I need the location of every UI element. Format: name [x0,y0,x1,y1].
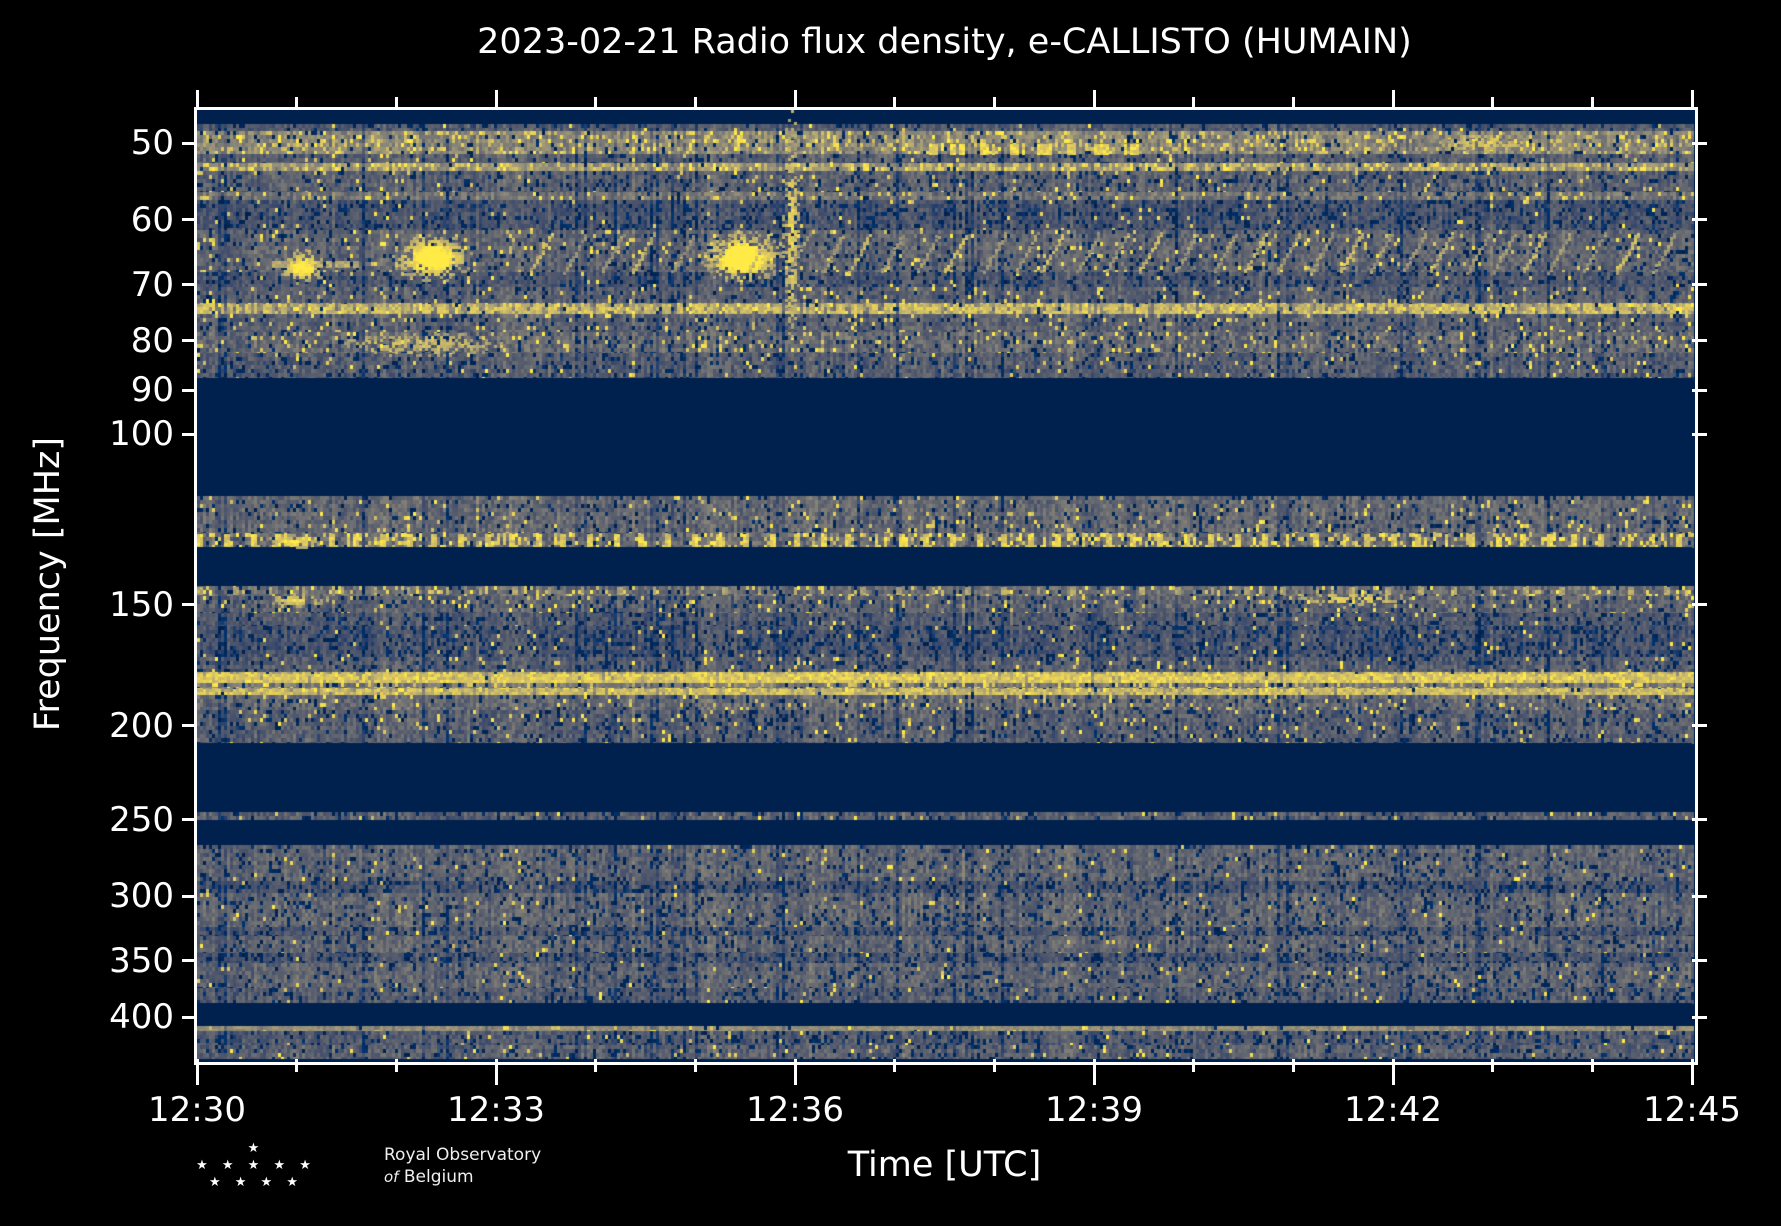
x-tick-label: 12:30 [148,1090,246,1130]
logo-text-of: of [384,1167,399,1186]
y-tick-mark-right [1692,603,1707,607]
x-tick-mark [494,1059,498,1085]
x-tick-label: 12:45 [1643,1090,1741,1130]
x-tick-mark [1092,1059,1096,1085]
y-tick-mark-right [1692,432,1707,436]
logo-text-line2: of Belgium [384,1166,541,1188]
x-minor-tick-mark [1192,1059,1196,1072]
x-minor-tick-mark [693,1059,697,1072]
x-axis-label: Time [UTC] [847,1145,1042,1185]
y-tick-label: 150 [109,584,174,625]
y-tick-label: 60 [130,199,174,240]
x-top-tick-mark [494,90,498,110]
x-minor-tick-mark [893,1059,897,1072]
y-tick-mark [182,339,197,343]
x-top-minor-tick-mark [1291,97,1295,110]
y-tick-label: 250 [109,799,174,840]
y-tick-mark [182,959,197,963]
x-top-minor-tick-mark [394,97,398,110]
x-top-minor-tick-mark [992,97,996,110]
x-minor-tick-mark [594,1059,598,1072]
x-tick-label: 12:36 [746,1090,844,1130]
y-tick-mark-right [1692,818,1707,822]
y-tick-mark-right [1692,894,1707,898]
x-top-minor-tick-mark [1192,97,1196,110]
y-tick-mark-right [1692,283,1707,287]
x-minor-tick-mark [992,1059,996,1072]
y-tick-mark [182,818,197,822]
x-tick-label: 12:39 [1045,1090,1143,1130]
logo-stars-icon: ★ ★ ★ ★ ★ ★ ★ ★ ★ ★ [196,1140,316,1191]
y-tick-mark [182,894,197,898]
y-tick-mark-right [1692,339,1707,343]
y-tick-mark-right [1692,724,1707,728]
x-top-tick-mark [1690,90,1694,110]
y-tick-mark [182,1015,197,1019]
x-minor-tick-mark [1590,1059,1594,1072]
y-tick-label: 50 [130,123,174,164]
logo-text: Royal Observatory of Belgium [384,1144,541,1188]
logo-stars-row3: ★ ★ ★ ★ [208,1175,303,1190]
x-top-minor-tick-mark [594,97,598,110]
y-tick-label: 350 [109,940,174,981]
logo-stars-row2: ★ ★ ★ ★ ★ [196,1158,316,1173]
x-top-minor-tick-mark [295,97,299,110]
y-tick-mark [182,603,197,607]
y-tick-mark-right [1692,141,1707,145]
x-top-minor-tick-mark [1590,97,1594,110]
y-tick-mark [182,218,197,222]
y-tick-label: 200 [109,705,174,746]
y-tick-label: 100 [109,414,174,455]
chart-title: 2023-02-21 Radio flux density, e-CALLIST… [477,22,1412,62]
logo-text-line1: Royal Observatory [384,1144,542,1165]
x-tick-label: 12:33 [447,1090,545,1130]
x-tick-mark [1391,1059,1395,1085]
x-top-tick-mark [1391,90,1395,110]
x-minor-tick-mark [394,1059,398,1072]
x-top-minor-tick-mark [693,97,697,110]
x-tick-mark [195,1059,199,1085]
y-tick-mark [182,724,197,728]
y-tick-mark [182,283,197,287]
y-tick-mark [182,432,197,436]
x-top-minor-tick-mark [893,97,897,110]
y-tick-mark-right [1692,959,1707,963]
logo-stars-row1: ★ [247,1141,265,1156]
rob-logo: ★ ★ ★ ★ ★ ★ ★ ★ ★ ★ Royal Observatory of… [196,1140,541,1191]
logo-text-belgium: Belgium [403,1166,474,1187]
x-tick-label: 12:42 [1344,1090,1442,1130]
spectrogram-canvas [197,110,1695,1062]
x-top-minor-tick-mark [1491,97,1495,110]
x-top-tick-mark [195,90,199,110]
y-tick-label: 400 [109,997,174,1038]
x-top-tick-mark [1092,90,1096,110]
y-tick-label: 90 [130,370,174,411]
y-axis-label: Frequency [MHz] [28,436,68,732]
y-tick-mark-right [1692,1015,1707,1019]
y-tick-mark-right [1692,218,1707,222]
x-tick-mark [793,1059,797,1085]
y-tick-label: 300 [109,876,174,917]
y-tick-mark [182,141,197,145]
x-minor-tick-mark [1291,1059,1295,1072]
x-top-tick-mark [793,90,797,110]
x-tick-mark [1690,1059,1694,1085]
y-tick-label: 70 [130,264,174,305]
y-tick-mark [182,388,197,392]
plot-area [194,107,1698,1065]
y-tick-label: 80 [130,320,174,361]
y-tick-mark-right [1692,388,1707,392]
x-minor-tick-mark [1491,1059,1495,1072]
x-minor-tick-mark [295,1059,299,1072]
